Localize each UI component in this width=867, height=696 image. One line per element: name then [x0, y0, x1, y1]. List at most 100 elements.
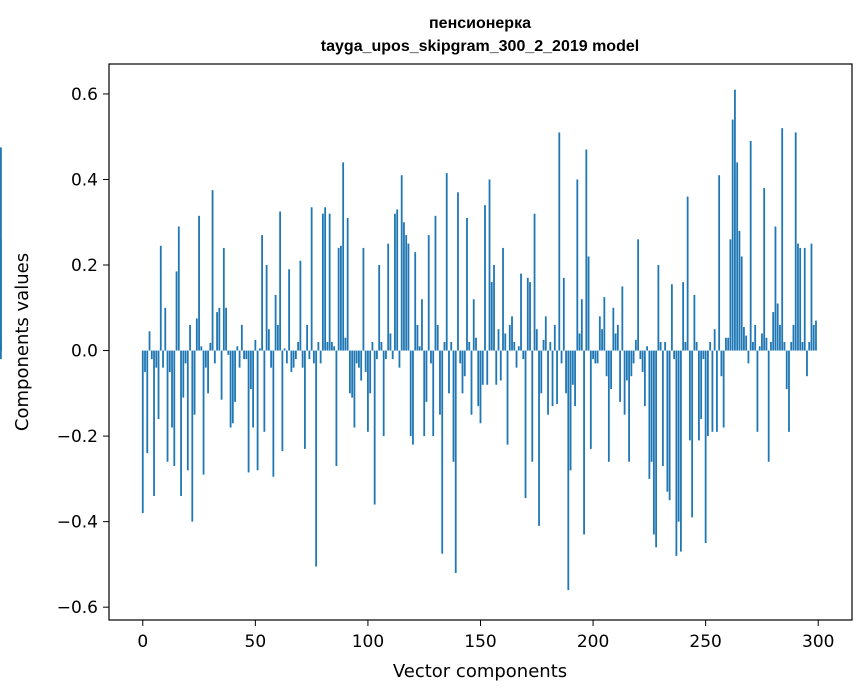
bar [655, 350, 658, 548]
bar [716, 350, 718, 432]
bar [213, 350, 216, 364]
bar [490, 282, 493, 351]
x-tick-label: 50 [245, 632, 267, 652]
bar [794, 132, 797, 351]
bar [157, 350, 160, 419]
bar [594, 350, 597, 364]
x-tick-label: 200 [577, 632, 609, 652]
plot-frame [108, 63, 853, 621]
bar [331, 342, 333, 351]
bar [472, 299, 475, 351]
bar [394, 213, 396, 351]
bar [761, 333, 763, 351]
bar [432, 350, 435, 437]
bar [184, 350, 187, 364]
bar [463, 350, 466, 377]
bar [583, 350, 585, 535]
bar [547, 350, 549, 415]
bar [200, 346, 203, 351]
bar [175, 271, 178, 351]
bar [436, 324, 439, 351]
bar [358, 350, 360, 368]
y-tick-label: −0.2 [57, 427, 98, 447]
bar [772, 312, 775, 351]
bar [538, 350, 540, 526]
bar [571, 350, 574, 385]
bar [186, 350, 189, 471]
bar [454, 350, 457, 573]
bar [198, 215, 200, 351]
bar [682, 282, 685, 351]
bar [652, 350, 655, 535]
bar [216, 312, 218, 351]
bar [245, 350, 248, 360]
bar [371, 342, 374, 351]
bar [535, 329, 538, 351]
bar [504, 333, 507, 351]
bar [443, 342, 446, 351]
bar [704, 350, 707, 544]
bar [668, 350, 671, 501]
bar [189, 324, 191, 351]
bar [558, 132, 561, 351]
bar [770, 342, 772, 351]
bar [146, 350, 149, 454]
bar [306, 324, 309, 351]
bar [648, 350, 651, 479]
bar [578, 333, 581, 351]
bar [810, 243, 813, 351]
bar [362, 247, 365, 351]
bar [574, 350, 576, 407]
bar [380, 342, 383, 351]
bar [815, 320, 817, 351]
bar [274, 294, 277, 351]
bar [141, 350, 144, 514]
bar [801, 342, 804, 351]
bar [587, 256, 590, 351]
bar [513, 342, 516, 351]
bar [610, 350, 612, 390]
bar [677, 350, 680, 522]
bar [661, 350, 664, 467]
bar [522, 350, 525, 360]
bar [168, 350, 171, 372]
bar [758, 346, 761, 351]
bar [148, 331, 151, 351]
bar [328, 213, 331, 351]
bar [326, 342, 329, 351]
bar [495, 350, 498, 385]
bar [749, 140, 752, 351]
bar [231, 350, 234, 424]
bar [643, 350, 646, 407]
y-tick-label: 0.0 [71, 342, 98, 362]
bar [808, 342, 811, 351]
bar [641, 350, 644, 372]
bar [150, 350, 153, 360]
bar [506, 350, 509, 445]
bar [405, 235, 408, 351]
bar [164, 307, 167, 351]
bar [605, 350, 608, 377]
bar [553, 324, 556, 351]
bar [222, 247, 225, 351]
bar [335, 350, 338, 467]
bar [781, 128, 784, 351]
bar [567, 350, 570, 591]
bar [549, 342, 552, 351]
bar [560, 350, 563, 364]
bar [720, 350, 723, 377]
bar [481, 350, 484, 385]
bar [227, 350, 230, 355]
bar [493, 265, 495, 351]
bar [619, 350, 621, 402]
bar [207, 350, 209, 394]
bar [497, 329, 500, 351]
bar [209, 342, 212, 351]
y-tick-label: 0.6 [71, 85, 98, 105]
bar [734, 89, 736, 351]
bar [657, 265, 660, 351]
bar [346, 217, 349, 351]
bar [340, 245, 342, 351]
